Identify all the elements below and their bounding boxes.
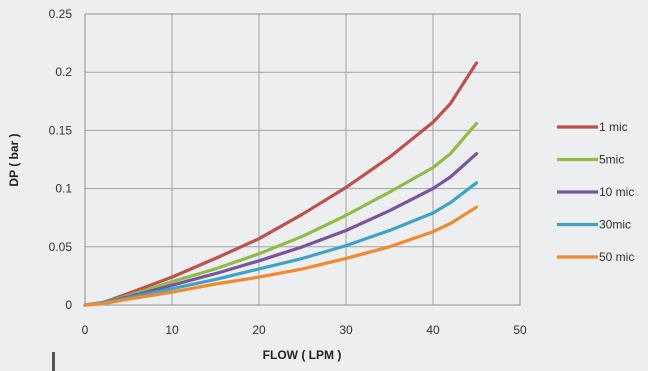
legend: 1 mic 5mic 10 mic 30mic 50 mic (557, 120, 634, 264)
y-tick-label: 0.25 (49, 7, 73, 21)
series-lines (83, 61, 479, 307)
series-line-2 (83, 121, 479, 307)
x-tick-label: 40 (426, 323, 440, 337)
x-axis-title: FLOW ( LPM ) (263, 348, 342, 362)
x-tick-label: 0 (82, 323, 89, 337)
scroll-mark (52, 352, 55, 371)
legend-label: 50 mic (599, 250, 634, 264)
legend-label: 10 mic (599, 185, 634, 199)
x-tick-label: 30 (339, 323, 353, 337)
y-axis-title: DP ( bar ) (7, 133, 21, 186)
y-tick-label: 0.05 (49, 240, 73, 254)
y-tick-label: 0 (65, 298, 72, 312)
grid (84, 13, 521, 306)
y-tick-label: 0.15 (49, 123, 73, 137)
y-tick-label: 0.1 (55, 182, 72, 196)
x-tick-label: 20 (252, 323, 266, 337)
y-axis-ticks: 0 0.05 0.1 0.15 0.2 0.25 (49, 7, 73, 312)
legend-label: 5mic (599, 153, 624, 167)
x-tick-label: 50 (513, 323, 527, 337)
legend-label: 30mic (599, 218, 631, 232)
x-tick-label: 10 (165, 323, 179, 337)
series-line-5 (83, 205, 479, 307)
legend-label: 1 mic (599, 120, 628, 134)
plot-area (84, 13, 521, 306)
series-line-1 (83, 61, 479, 307)
y-tick-label: 0.2 (55, 65, 72, 79)
x-axis-ticks: 0 10 20 30 40 50 (82, 323, 527, 337)
